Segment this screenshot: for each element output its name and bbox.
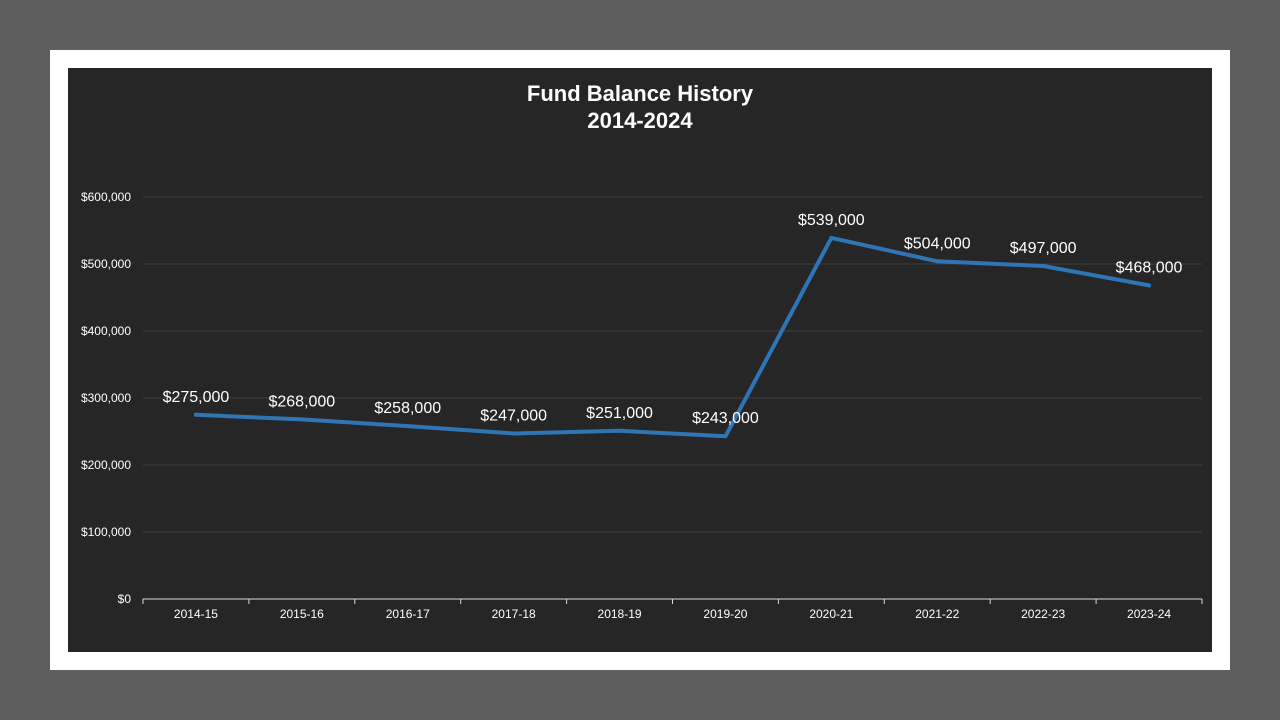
x-tick-label: 2018-19 bbox=[598, 607, 642, 621]
data-point bbox=[1147, 283, 1152, 288]
data-label: $468,000 bbox=[1116, 259, 1183, 276]
data-point bbox=[1041, 264, 1046, 269]
data-labels: $275,000 $268,000 $258,000 $247,000 $251,000… bbox=[163, 212, 1183, 427]
x-tick-label: 2014-15 bbox=[174, 607, 218, 621]
chart-title-line-1: Fund Balance History bbox=[527, 81, 754, 106]
data-label: $497,000 bbox=[1010, 240, 1077, 257]
x-tick-label: 2017-18 bbox=[492, 607, 536, 621]
y-tick-label: $400,000 bbox=[81, 324, 131, 338]
y-tick-label: $200,000 bbox=[81, 458, 131, 472]
data-label: $275,000 bbox=[163, 389, 230, 406]
y-tick-label: $500,000 bbox=[81, 257, 131, 271]
data-point bbox=[299, 417, 304, 422]
data-point bbox=[405, 424, 410, 429]
x-tick-label: 2016-17 bbox=[386, 607, 430, 621]
data-label: $258,000 bbox=[374, 400, 441, 417]
axes: $0 $100,000 $200,000 $300,000 $400,000 $500,0… bbox=[81, 190, 1203, 621]
x-tick-label: 2023-24 bbox=[1127, 607, 1171, 621]
series-fund-balance bbox=[193, 235, 1152, 439]
y-tick-label: $600,000 bbox=[81, 190, 131, 204]
data-point bbox=[617, 428, 622, 433]
x-tick-label: 2020-21 bbox=[809, 607, 853, 621]
data-label: $268,000 bbox=[268, 393, 335, 410]
data-label: $539,000 bbox=[798, 212, 865, 229]
data-label: $251,000 bbox=[586, 405, 653, 422]
y-tick-label: $300,000 bbox=[81, 391, 131, 405]
chart-area bbox=[68, 68, 1212, 652]
y-tick-label: $0 bbox=[118, 592, 132, 606]
x-tick-label: 2019-20 bbox=[703, 607, 747, 621]
data-label: $247,000 bbox=[480, 408, 547, 425]
x-tick-label: 2021-22 bbox=[915, 607, 959, 621]
data-label: $504,000 bbox=[904, 235, 971, 252]
data-point bbox=[511, 431, 516, 436]
y-tick-label: $100,000 bbox=[81, 525, 131, 539]
x-tick-label: 2015-16 bbox=[280, 607, 324, 621]
gridlines bbox=[143, 196, 1202, 533]
series-line bbox=[193, 235, 1152, 439]
data-point bbox=[935, 259, 940, 264]
chart-title-line-2: 2014-2024 bbox=[587, 108, 693, 133]
data-point bbox=[193, 412, 198, 417]
data-point bbox=[829, 235, 834, 240]
data-point bbox=[723, 434, 728, 439]
x-tick-label: 2022-23 bbox=[1021, 607, 1065, 621]
data-label: $243,000 bbox=[692, 410, 759, 427]
